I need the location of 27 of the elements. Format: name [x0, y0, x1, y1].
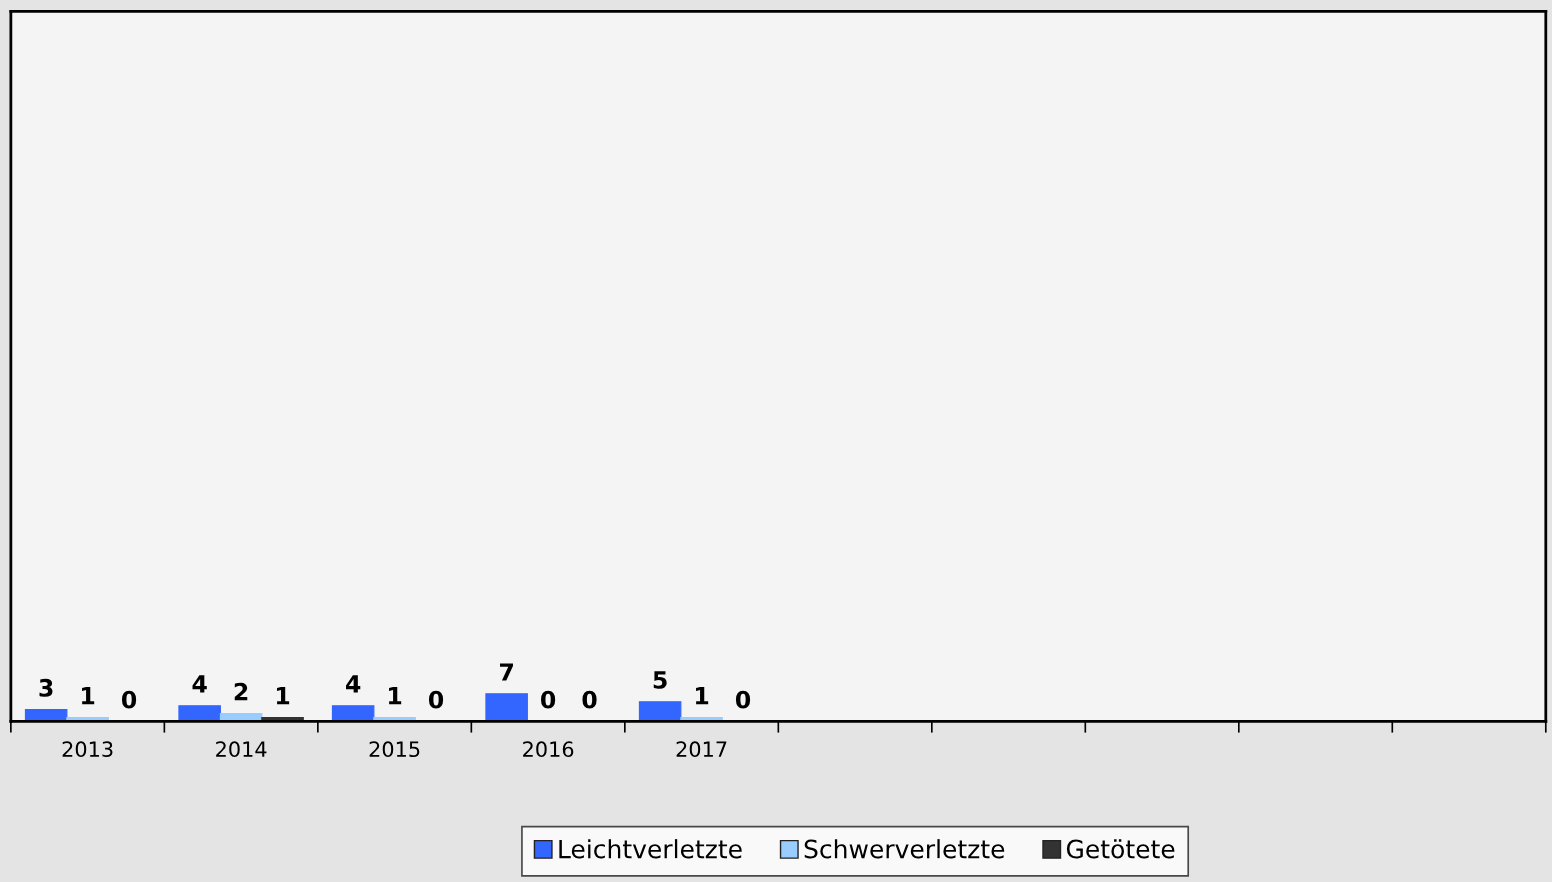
- x-tick-label: 2013: [62, 741, 113, 758]
- data-label: 3: [39, 678, 53, 697]
- data-label: 1: [277, 687, 290, 705]
- x-tick-label: 2015: [369, 741, 420, 758]
- data-label: 0: [121, 690, 137, 709]
- data-label: 4: [346, 675, 361, 693]
- bar: [331, 705, 375, 722]
- data-label: 1: [389, 687, 402, 705]
- data-label: 0: [541, 690, 556, 709]
- data-label: 0: [735, 690, 751, 709]
- data-label: 4: [192, 675, 207, 693]
- legend-label: Schwerverletzte: [804, 839, 1005, 859]
- data-label: 7: [500, 663, 513, 681]
- data-label: 1: [82, 687, 95, 705]
- bar: [178, 705, 221, 722]
- x-tick-label: 2016: [523, 741, 574, 758]
- x-tick-label: 2017: [676, 741, 727, 758]
- data-label: 5: [653, 671, 667, 689]
- data-label: 0: [428, 690, 444, 709]
- bar: [485, 693, 528, 722]
- legend-label: Leichtverletzte: [559, 839, 742, 859]
- data-label: 1: [696, 687, 709, 705]
- data-label: 2: [234, 682, 248, 701]
- x-tick-label: 2014: [216, 741, 267, 758]
- legend-label: Getötete: [1066, 839, 1175, 859]
- bar: [638, 701, 682, 722]
- data-label: 0: [582, 690, 597, 709]
